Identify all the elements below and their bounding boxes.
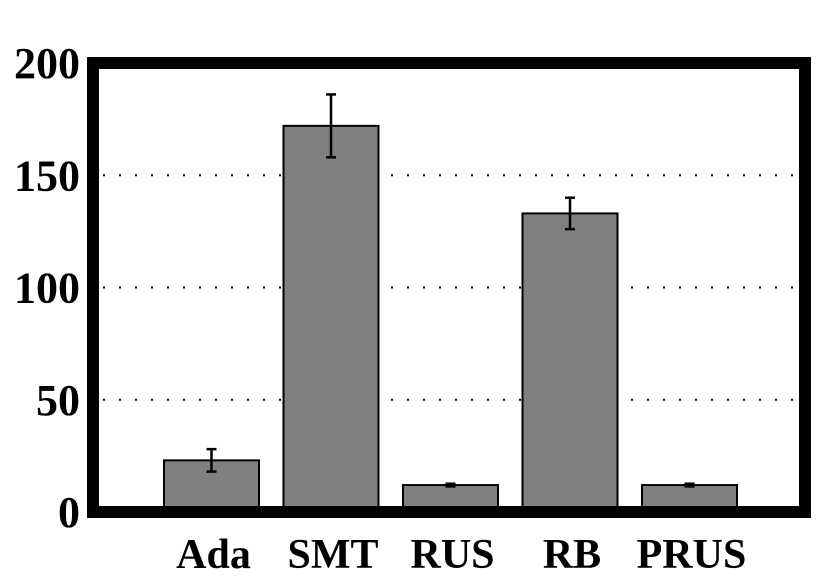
y-tick-label: 100 [14,264,80,313]
y-tick-label: 150 [14,151,80,200]
bars [163,124,738,514]
error-bar-rb [565,196,575,231]
y-tick-labels: 0 50 100 150 200 [14,39,80,537]
error-bar-smt [326,93,336,159]
x-tick-labels: Ada SMT RUS RB PRUS [176,532,746,578]
x-tick-label: RUS [410,532,494,578]
bar-smt [282,124,380,514]
x-tick-label: SMT [287,532,378,578]
x-tick-label: Ada [176,532,251,578]
y-tick-label: 50 [36,376,80,425]
x-tick-label: RB [543,532,601,578]
error-bars [206,93,695,488]
gridlines [103,174,801,401]
error-bar-ada [206,447,217,473]
y-tick-label: 200 [14,39,80,88]
x-tick-label: PRUS [637,532,747,578]
plot-frame [87,57,811,518]
bar-rb [521,212,619,513]
error-bar-prus [684,482,695,488]
error-bar-rus [445,482,456,488]
y-tick-label: 0 [58,488,80,537]
